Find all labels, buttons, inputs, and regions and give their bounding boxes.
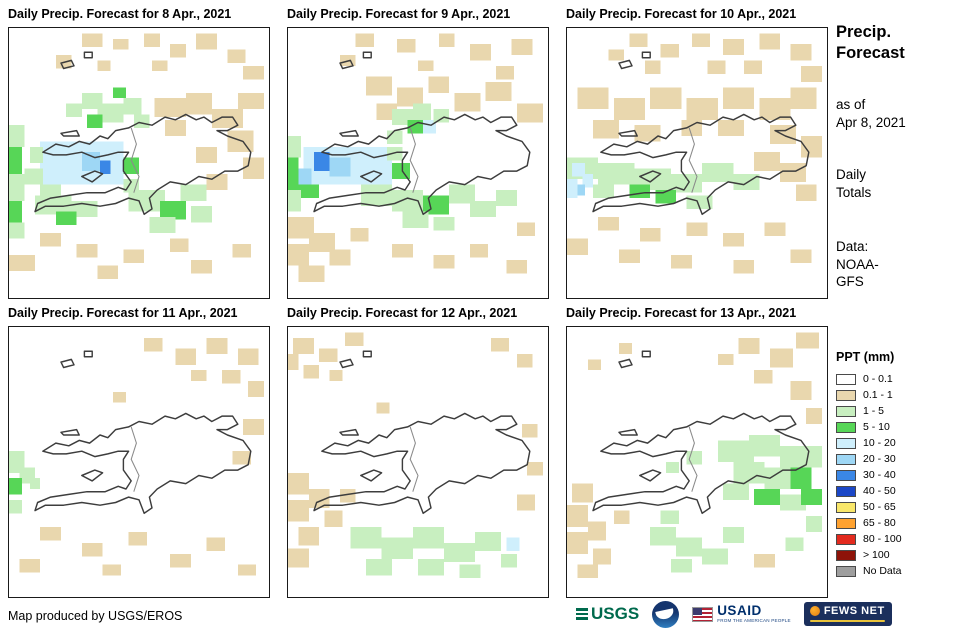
legend-item: 5 - 10 <box>836 419 902 435</box>
data-source-line3: GFS <box>836 274 864 290</box>
panel-title: Daily Precip. Forecast for 8 Apr., 2021 <box>8 7 232 21</box>
legend-swatch <box>836 501 856 513</box>
noaa-bird-icon <box>655 607 675 621</box>
asof-line2: Apr 8, 2021 <box>836 114 906 130</box>
precip-map-apr9 <box>288 33 543 282</box>
totals-line2: Totals <box>836 184 872 200</box>
data-source-line2: NOAA- <box>836 256 879 272</box>
asof-block: as of Apr 8, 2021 <box>836 96 906 131</box>
map-frame <box>8 326 270 598</box>
footer-credit: Map produced by USGS/EROS <box>8 609 183 623</box>
legend-swatch <box>836 565 856 577</box>
usaid-logo-text: USAID <box>717 603 762 619</box>
legend-label: 5 - 10 <box>863 421 890 433</box>
legend-item: 65 - 80 <box>836 515 902 531</box>
forecast-panel-apr13: Daily Precip. Forecast for 13 Apr., 2021 <box>566 303 828 598</box>
panel-title: Daily Precip. Forecast for 10 Apr., 2021 <box>566 7 797 21</box>
panel-title: Daily Precip. Forecast for 9 Apr., 2021 <box>287 7 511 21</box>
legend-swatch <box>836 533 856 545</box>
legend-label: 10 - 20 <box>863 437 896 449</box>
map-frame <box>8 27 270 299</box>
legend-item: 10 - 20 <box>836 435 902 451</box>
panel-title: Daily Precip. Forecast for 12 Apr., 2021 <box>287 306 518 320</box>
fewsnet-logo: FEWS NET <box>803 602 892 626</box>
legend-swatch <box>836 373 856 385</box>
logo-row: USGS USAID FROM THE AMERICAN PEOPLE FEWS… <box>576 597 892 631</box>
legend-label: > 100 <box>863 549 890 561</box>
legend-swatch <box>836 389 856 401</box>
legend-swatch <box>836 549 856 561</box>
legend-label: 65 - 80 <box>863 517 896 529</box>
usaid-tagline: FROM THE AMERICAN PEOPLE <box>717 618 791 624</box>
precip-map-apr12 <box>288 332 543 579</box>
sidebar-title-line2: Forecast <box>836 43 905 62</box>
legend-item: 20 - 30 <box>836 451 902 467</box>
sidebar-title-line1: Precip. <box>836 23 892 41</box>
legend-item: 1 - 5 <box>836 403 902 419</box>
fewsnet-globe-icon <box>809 606 820 616</box>
totals-line1: Daily <box>836 167 867 182</box>
legend-label: 80 - 100 <box>863 533 902 545</box>
legend-swatch <box>836 469 856 481</box>
legend-label: 40 - 50 <box>863 485 896 497</box>
map-frame <box>566 27 828 299</box>
forecast-panel-apr10: Daily Precip. Forecast for 10 Apr., 2021 <box>566 4 828 299</box>
legend-label: 50 - 65 <box>863 501 896 513</box>
usgs-logo-text: USGS <box>591 604 640 623</box>
legend-title: PPT (mm) <box>836 350 895 364</box>
legend-item: 50 - 65 <box>836 499 902 515</box>
legend: PPT (mm) 0 - 0.1 0.1 - 1 1 - 5 5 - 10 10 - 2… <box>836 350 902 579</box>
forecast-panel-apr11: Daily Precip. Forecast for 11 Apr., 2021 <box>8 303 270 598</box>
legend-item: > 100 <box>836 547 902 563</box>
forecast-panel-apr8: Daily Precip. Forecast for 8 Apr., 2021 <box>8 4 270 299</box>
legend-item: 0 - 0.1 <box>836 371 902 387</box>
legend-item: 0.1 - 1 <box>836 387 902 403</box>
fewsnet-logo-text: FEWS NET <box>823 605 885 617</box>
data-source-line1: Data: <box>836 239 869 254</box>
legend-item: 40 - 50 <box>836 483 902 499</box>
noaa-logo-icon <box>652 600 680 628</box>
fewsnet-accent-bar <box>809 619 885 622</box>
data-source-block: Data: NOAA- GFS <box>836 238 879 291</box>
map-frame <box>287 326 549 598</box>
legend-item: No Data <box>836 563 902 579</box>
legend-item: 80 - 100 <box>836 531 902 547</box>
usgs-logo: USGS <box>576 604 639 624</box>
map-frame <box>566 326 828 598</box>
usaid-flag-icon <box>692 606 714 622</box>
legend-label: 30 - 40 <box>863 469 896 481</box>
forecast-panel-apr9: Daily Precip. Forecast for 9 Apr., 2021 <box>287 4 549 299</box>
legend-label: 0.1 - 1 <box>863 389 893 401</box>
panel-title: Daily Precip. Forecast for 11 Apr., 2021 <box>8 306 238 320</box>
legend-items: 0 - 0.1 0.1 - 1 1 - 5 5 - 10 10 - 20 20 - 30 3… <box>836 371 902 579</box>
map-frame <box>287 27 549 299</box>
legend-swatch <box>836 421 856 433</box>
totals-block: Daily Totals <box>836 166 871 201</box>
sidebar-title: Precip. Forecast <box>836 22 905 63</box>
precip-map-apr11 <box>9 337 264 576</box>
legend-label: No Data <box>863 565 902 577</box>
legend-swatch <box>836 405 856 417</box>
legend-label: 1 - 5 <box>863 405 885 417</box>
legend-label: 20 - 30 <box>863 453 896 465</box>
legend-item: 30 - 40 <box>836 467 902 483</box>
usaid-logo: USAID FROM THE AMERICAN PEOPLE <box>692 604 791 624</box>
legend-label: 0 - 0.1 <box>863 373 893 385</box>
legend-swatch <box>836 517 856 529</box>
legend-swatch <box>836 453 856 465</box>
usgs-bars-icon <box>576 606 588 622</box>
panel-title: Daily Precip. Forecast for 13 Apr., 2021 <box>566 306 797 320</box>
precip-map-apr10 <box>567 33 822 274</box>
precip-map-apr13 <box>567 332 822 579</box>
legend-swatch <box>836 437 856 449</box>
legend-swatch <box>836 485 856 497</box>
precip-map-apr8 <box>9 33 264 280</box>
forecast-panel-apr12: Daily Precip. Forecast for 12 Apr., 2021 <box>287 303 549 598</box>
asof-line1: as of <box>836 97 866 112</box>
